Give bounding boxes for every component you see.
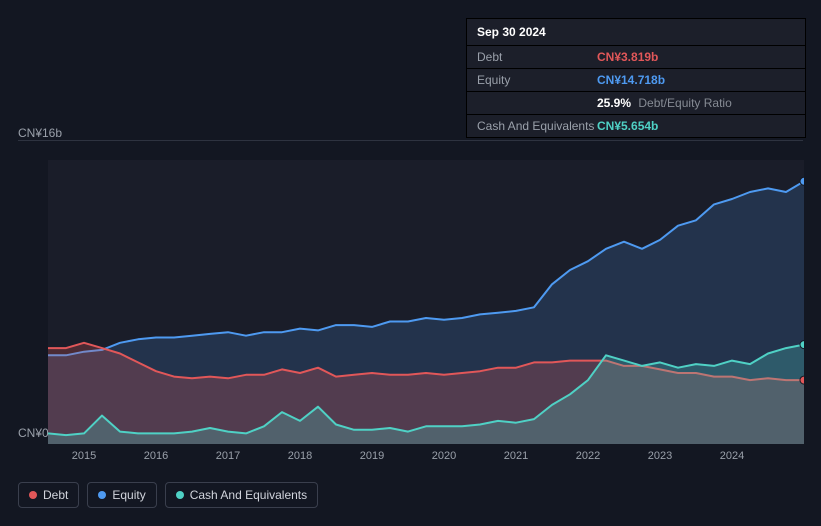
end-marker-equity	[800, 177, 804, 185]
y-axis-max-label: CN¥16b	[18, 126, 62, 140]
legend-item-equity[interactable]: Equity	[87, 482, 156, 508]
tooltip-rows: DebtCN¥3.819bEquityCN¥14.718b25.9% Debt/…	[467, 46, 805, 137]
x-tick: 2022	[576, 450, 600, 462]
tooltip-extra: Debt/Equity Ratio	[635, 96, 732, 110]
x-tick: 2015	[72, 450, 96, 462]
tooltip-label	[477, 96, 597, 110]
x-tick: 2018	[288, 450, 312, 462]
legend-label: Debt	[43, 488, 68, 502]
x-tick: 2021	[504, 450, 528, 462]
separator-line	[18, 140, 803, 141]
x-tick: 2019	[360, 450, 384, 462]
tooltip-row: DebtCN¥3.819b	[467, 46, 805, 69]
chart-plot-area[interactable]	[48, 160, 804, 444]
x-axis: 2015 2016 2017 2018 2019 2020 2021 2022 2023 2024	[48, 450, 804, 466]
legend-dot-icon	[98, 491, 106, 499]
tooltip-value: CN¥3.819b	[597, 50, 658, 64]
chart-tooltip: Sep 30 2024 DebtCN¥3.819bEquityCN¥14.718…	[466, 18, 806, 138]
tooltip-label: Debt	[477, 50, 597, 64]
tooltip-value: 25.9% Debt/Equity Ratio	[597, 96, 732, 110]
chart-svg	[48, 160, 804, 444]
legend-label: Cash And Equivalents	[190, 488, 307, 502]
legend-dot-icon	[176, 491, 184, 499]
tooltip-label: Equity	[477, 73, 597, 87]
legend-item-cash[interactable]: Cash And Equivalents	[165, 482, 318, 508]
x-tick: 2020	[432, 450, 456, 462]
tooltip-label: Cash And Equivalents	[477, 119, 597, 133]
end-marker-debt	[800, 376, 804, 384]
tooltip-date: Sep 30 2024	[467, 19, 805, 46]
tooltip-row: 25.9% Debt/Equity Ratio	[467, 92, 805, 115]
legend: Debt Equity Cash And Equivalents	[18, 482, 318, 508]
x-tick: 2016	[144, 450, 168, 462]
x-tick: 2023	[648, 450, 672, 462]
x-tick: 2017	[216, 450, 240, 462]
tooltip-row: Cash And EquivalentsCN¥5.654b	[467, 115, 805, 137]
legend-label: Equity	[112, 488, 145, 502]
tooltip-value: CN¥14.718b	[597, 73, 665, 87]
tooltip-value: CN¥5.654b	[597, 119, 658, 133]
end-marker-cash	[800, 341, 804, 349]
legend-dot-icon	[29, 491, 37, 499]
x-tick: 2024	[720, 450, 744, 462]
tooltip-row: EquityCN¥14.718b	[467, 69, 805, 92]
y-axis-min-label: CN¥0	[18, 426, 49, 440]
legend-item-debt[interactable]: Debt	[18, 482, 79, 508]
